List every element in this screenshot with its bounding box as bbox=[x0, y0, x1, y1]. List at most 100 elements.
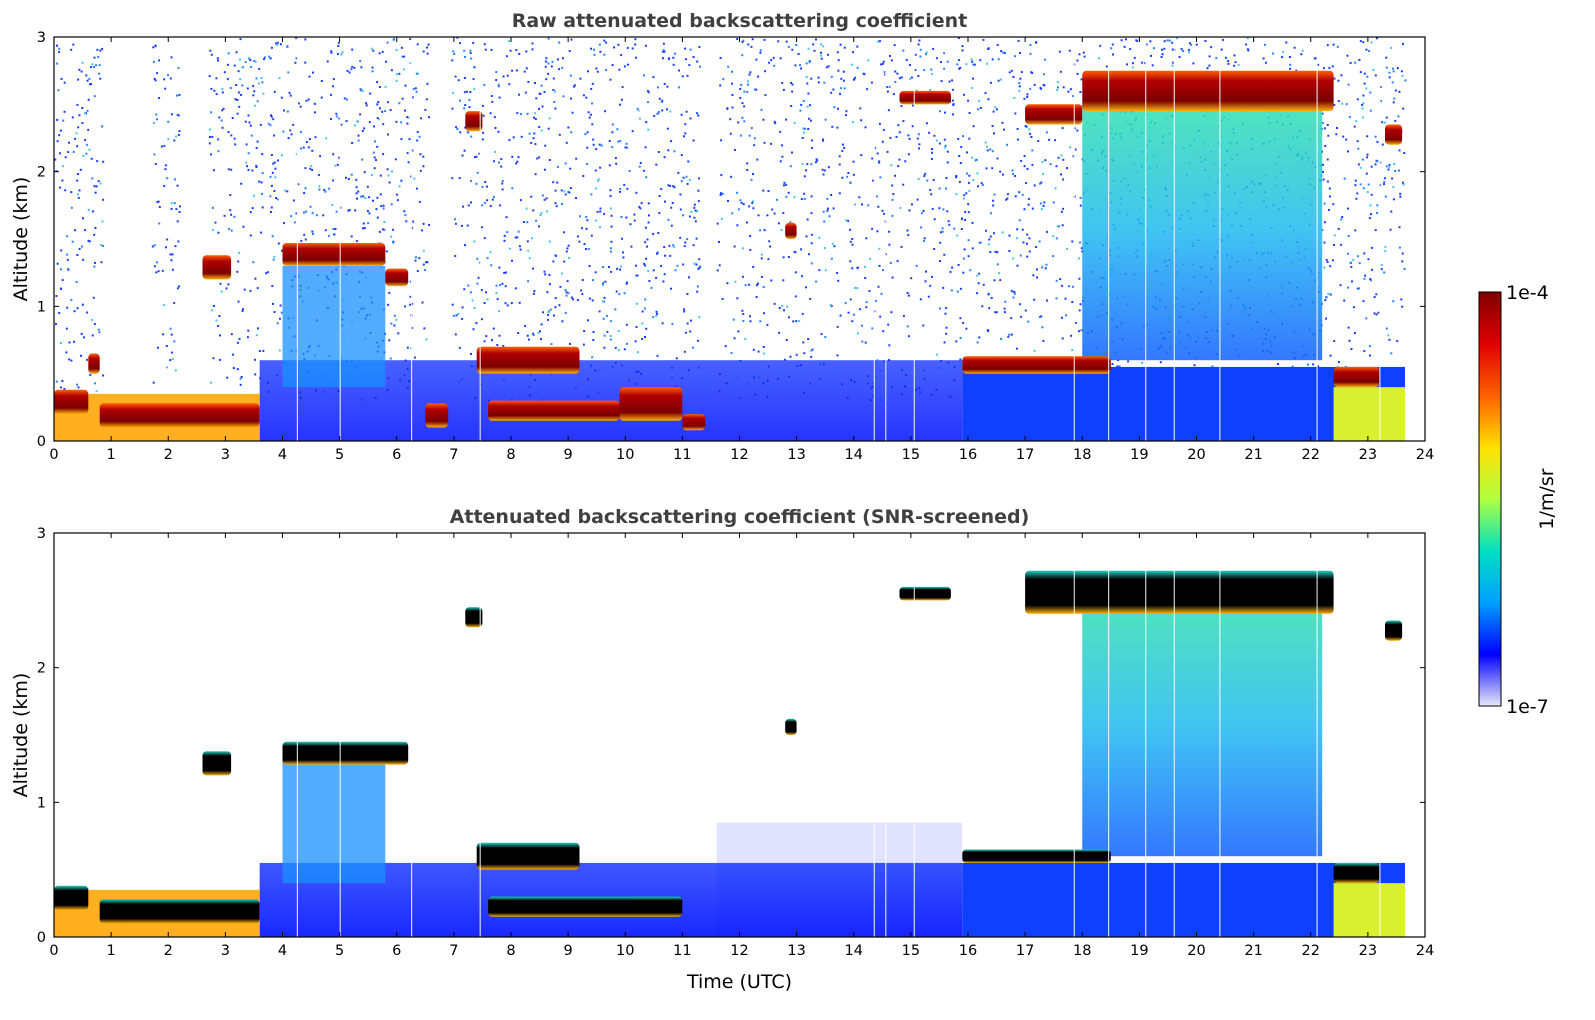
noise-pixel bbox=[943, 138, 946, 141]
noise-pixel bbox=[849, 260, 852, 263]
noise-pixel bbox=[504, 285, 507, 288]
noise-pixel bbox=[939, 260, 942, 262]
noise-pixel bbox=[839, 87, 842, 90]
noise-pixel bbox=[532, 292, 535, 295]
noise-pixel bbox=[426, 261, 429, 264]
noise-pixel bbox=[482, 131, 485, 134]
noise-pixel bbox=[234, 143, 237, 146]
noise-pixel bbox=[1141, 61, 1144, 64]
noise-pixel bbox=[1083, 55, 1086, 58]
noise-pixel bbox=[1376, 140, 1379, 143]
noise-pixel bbox=[785, 118, 788, 121]
noise-pixel bbox=[99, 49, 102, 52]
noise-pixel bbox=[1362, 102, 1365, 105]
noise-pixel bbox=[547, 72, 550, 75]
noise-pixel bbox=[1076, 129, 1079, 132]
noise-pixel bbox=[625, 323, 628, 326]
noise-pixel bbox=[1208, 55, 1211, 58]
noise-pixel bbox=[803, 175, 806, 178]
noise-pixel bbox=[958, 180, 961, 183]
noise-pixel bbox=[246, 165, 249, 168]
noise-pixel bbox=[635, 302, 638, 305]
noise-pixel bbox=[620, 216, 623, 218]
noise-pixel bbox=[1307, 363, 1309, 366]
noise-pixel bbox=[252, 94, 255, 97]
noise-pixel bbox=[975, 158, 978, 161]
noise-pixel bbox=[638, 165, 641, 168]
noise-pixel bbox=[667, 149, 670, 152]
noise-pixel bbox=[781, 144, 783, 147]
noise-pixel bbox=[537, 331, 540, 334]
noise-pixel bbox=[179, 205, 181, 208]
x-tick-label: 11 bbox=[673, 943, 691, 959]
noise-pixel bbox=[833, 245, 836, 248]
noise-pixel bbox=[1371, 246, 1374, 249]
data-gap bbox=[885, 533, 887, 937]
noise-pixel bbox=[1171, 64, 1174, 67]
noise-pixel bbox=[1340, 218, 1343, 221]
noise-pixel bbox=[689, 330, 692, 333]
noise-pixel bbox=[614, 346, 617, 349]
noise-pixel bbox=[228, 227, 231, 230]
noise-pixel bbox=[343, 97, 346, 100]
noise-pixel bbox=[755, 58, 758, 61]
noise-pixel bbox=[270, 46, 273, 49]
noise-pixel bbox=[1388, 163, 1391, 166]
noise-pixel bbox=[1341, 102, 1344, 105]
noise-pixel bbox=[403, 210, 406, 213]
noise-pixel bbox=[170, 113, 173, 116]
noise-pixel bbox=[598, 143, 601, 146]
noise-pixel bbox=[955, 176, 957, 179]
data-gap bbox=[913, 533, 915, 937]
noise-pixel bbox=[987, 47, 990, 50]
y-tick-label: 2 bbox=[37, 661, 46, 677]
noise-pixel bbox=[55, 295, 58, 297]
noise-pixel bbox=[586, 163, 589, 165]
noise-pixel bbox=[211, 135, 214, 138]
noise-pixel bbox=[243, 288, 246, 291]
noise-pixel bbox=[1329, 195, 1331, 198]
colorbar-unit-label: 1/m/sr bbox=[1536, 468, 1558, 529]
x-tick-label: 9 bbox=[564, 943, 573, 959]
noise-pixel bbox=[647, 101, 649, 104]
noise-pixel bbox=[77, 386, 80, 389]
y-tick-label: 2 bbox=[37, 165, 46, 181]
noise-pixel bbox=[633, 219, 636, 222]
surface-layer bbox=[1333, 387, 1406, 441]
noise-pixel bbox=[1384, 245, 1387, 248]
noise-pixel bbox=[414, 259, 417, 262]
noise-pixel bbox=[1061, 316, 1063, 319]
noise-pixel bbox=[1041, 326, 1044, 329]
noise-pixel bbox=[548, 274, 551, 276]
noise-pixel bbox=[1388, 165, 1391, 168]
noise-pixel bbox=[489, 112, 492, 115]
noise-pixel bbox=[760, 253, 763, 256]
noise-pixel bbox=[217, 59, 220, 62]
noise-pixel bbox=[64, 156, 67, 159]
noise-pixel bbox=[473, 307, 476, 309]
noise-pixel bbox=[1336, 45, 1339, 48]
noise-pixel bbox=[230, 168, 233, 171]
noise-pixel bbox=[527, 280, 530, 283]
noise-pixel bbox=[1044, 58, 1047, 61]
noise-pixel bbox=[682, 263, 685, 266]
noise-pixel bbox=[1082, 51, 1085, 54]
noise-pixel bbox=[245, 161, 248, 164]
noise-pixel bbox=[638, 205, 641, 208]
noise-pixel bbox=[167, 120, 170, 123]
noise-pixel bbox=[1023, 97, 1026, 100]
noise-pixel bbox=[530, 195, 533, 198]
noise-pixel bbox=[1385, 165, 1388, 168]
noise-pixel bbox=[284, 189, 287, 192]
noise-pixel bbox=[360, 66, 363, 69]
noise-pixel bbox=[1112, 53, 1114, 56]
noise-pixel bbox=[587, 70, 589, 73]
noise-pixel bbox=[684, 241, 687, 244]
cloud-layer bbox=[202, 751, 232, 776]
noise-pixel bbox=[508, 139, 511, 142]
noise-pixel bbox=[290, 215, 293, 218]
noise-pixel bbox=[423, 269, 426, 271]
noise-pixel bbox=[71, 240, 74, 243]
noise-pixel bbox=[622, 256, 625, 259]
noise-pixel bbox=[774, 122, 777, 125]
